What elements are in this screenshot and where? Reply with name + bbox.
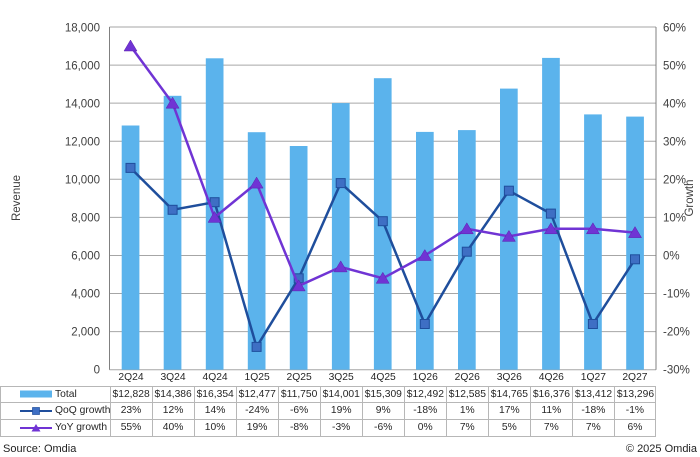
svg-text:4,000: 4,000: [71, 289, 100, 301]
svg-text:8,000: 8,000: [71, 213, 100, 225]
svg-text:12,000: 12,000: [65, 137, 100, 149]
svg-text:0%: 0%: [663, 251, 680, 263]
svg-text:-20%: -20%: [663, 327, 690, 339]
svg-text:60%: 60%: [663, 23, 686, 35]
svg-text:Growth: Growth: [684, 179, 696, 216]
svg-text:30%: 30%: [663, 137, 686, 149]
svg-text:40%: 40%: [663, 99, 686, 111]
svg-text:50%: 50%: [663, 61, 686, 73]
svg-text:20%: 20%: [663, 175, 686, 187]
svg-text:10%: 10%: [663, 213, 686, 225]
svg-text:16,000: 16,000: [65, 61, 100, 73]
svg-text:Revenue: Revenue: [11, 175, 23, 221]
svg-text:6,000: 6,000: [71, 251, 100, 263]
svg-text:18,000: 18,000: [65, 23, 100, 35]
svg-text:-10%: -10%: [663, 289, 690, 301]
svg-text:14,000: 14,000: [65, 99, 100, 111]
svg-text:10,000: 10,000: [65, 175, 100, 187]
svg-text:-30%: -30%: [663, 365, 690, 377]
svg-text:2,000: 2,000: [71, 327, 100, 339]
